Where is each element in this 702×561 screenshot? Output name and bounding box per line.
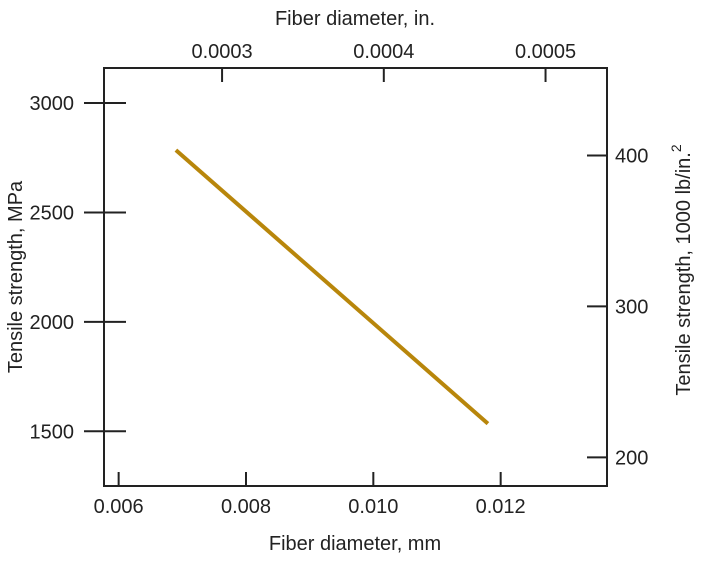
- x-top-axis-title: Fiber diameter, in.: [275, 8, 435, 30]
- y-tick-label: 2000: [30, 312, 75, 334]
- y-right-tick-label: 400: [615, 146, 648, 168]
- x-top-tick-label: 0.0003: [191, 41, 252, 63]
- y-right-axis-title-superscript: 2: [668, 144, 684, 152]
- x-top-tick-label: 0.0004: [353, 41, 414, 63]
- x-tick-label: 0.012: [476, 496, 526, 518]
- x-tick-label: 0.006: [94, 496, 144, 518]
- x-top-tick-label: 0.0005: [515, 41, 576, 63]
- y-tick-label: 3000: [30, 93, 75, 115]
- series-group: [174, 148, 490, 426]
- y-axis-title: Tensile strength, MPa: [5, 180, 27, 373]
- x-tick-label: 0.010: [348, 496, 398, 518]
- y-right-tick-label: 200: [615, 447, 648, 469]
- series-line: [174, 148, 490, 426]
- y-right-axis-title: Tensile strength, 1000 lb/in.2: [668, 144, 695, 396]
- y-right-tick-label: 300: [615, 296, 648, 318]
- y-tick-label: 2500: [30, 202, 75, 224]
- x-tick-label: 0.008: [221, 496, 271, 518]
- x-axis-title: Fiber diameter, mm: [269, 533, 441, 555]
- plot-frame: [103, 67, 608, 487]
- axes: 0.006 0.008 0.010 0.012 0.0003 0.0004 0.0005 15…: [30, 41, 649, 518]
- y-right-axis-title-text: Tensile strength, 1000 lb/in.: [673, 152, 695, 396]
- y-tick-label: 1500: [30, 421, 75, 443]
